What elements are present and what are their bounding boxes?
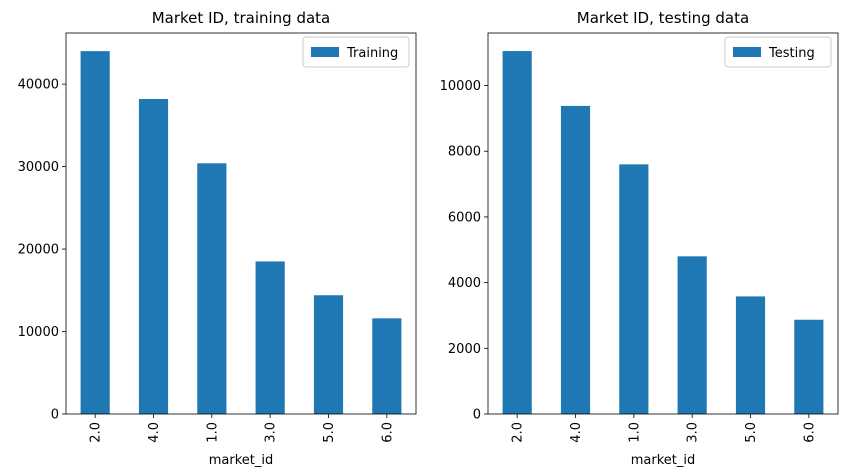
chart2-xtick-label-2: 1.0 xyxy=(627,422,642,443)
chart1-bar-3 xyxy=(255,261,285,414)
chart1-xtick-label-0: 2.0 xyxy=(89,422,104,443)
chart2-bar-3 xyxy=(677,256,707,414)
chart2-ytick-label-0: 0 xyxy=(473,408,481,423)
chart1-group: 0 10000 20000 30000 40000 2.0 4.0 1.0 3.0 5.0 6.0 M… xyxy=(18,9,417,468)
chart1-bar-0 xyxy=(80,51,110,415)
chart1-ytick-label-0: 0 xyxy=(51,408,59,423)
chart1-title: Market ID, training data xyxy=(152,9,331,27)
chart2-legend-label: Testing xyxy=(768,46,815,61)
chart2-bar-5 xyxy=(794,319,824,414)
chart1-legend-label: Training xyxy=(346,46,398,61)
chart2-ytick-label-2: 4000 xyxy=(448,276,481,291)
chart1-xtick-label-1: 4.0 xyxy=(147,422,162,443)
chart1-legend-box xyxy=(302,36,410,68)
chart1-xtick-label-4: 5.0 xyxy=(322,422,337,443)
chart1-legend-swatch xyxy=(311,47,339,57)
chart2-xtick-label-3: 3.0 xyxy=(686,422,701,443)
chart2-xtick-label-4: 5.0 xyxy=(744,422,759,443)
chart1-xlabel: market_id xyxy=(209,453,274,468)
chart2-frame xyxy=(487,32,839,415)
chart2-ytick-label-5: 10000 xyxy=(440,79,481,94)
chart2-legend-swatch xyxy=(733,47,761,57)
chart2-legend-box xyxy=(724,36,832,68)
chart2-bar-2 xyxy=(619,164,649,414)
chart1-ytick-label-2: 20000 xyxy=(18,243,59,258)
chart1-xtick-label-2: 1.0 xyxy=(205,422,220,443)
chart2-group: 0 2000 4000 6000 8000 10000 2.0 4.0 1.0 3.0 5.0 6.0… xyxy=(440,9,839,468)
chart1-bar-1 xyxy=(138,98,169,414)
chart1-bar-2 xyxy=(197,163,227,414)
chart1-ytick-label-4: 40000 xyxy=(18,78,59,93)
chart2-bar-1 xyxy=(560,105,591,414)
chart2-xtick-label-0: 2.0 xyxy=(511,422,526,443)
chart2-xtick-label-1: 4.0 xyxy=(569,422,584,443)
chart2-xlabel: market_id xyxy=(631,453,696,468)
chart2-xtick-label-5: 6.0 xyxy=(802,422,817,443)
chart1-bar-5 xyxy=(372,318,402,414)
chart2-ytick-label-3: 6000 xyxy=(448,210,481,225)
chart2-title: Market ID, testing data xyxy=(577,9,749,27)
chart2-ytick-label-4: 8000 xyxy=(448,145,481,160)
chart2-bar-4 xyxy=(735,296,766,414)
chart1-ytick-label-1: 10000 xyxy=(18,325,59,340)
chart1-frame xyxy=(65,32,417,415)
chart2-ytick-label-1: 2000 xyxy=(448,342,481,357)
chart2-bar-0 xyxy=(502,51,532,414)
chart1-xtick-label-5: 6.0 xyxy=(380,422,395,443)
chart1-bar-4 xyxy=(313,295,344,414)
chart1-xtick-label-3: 3.0 xyxy=(264,422,279,443)
chart1-ytick-label-3: 30000 xyxy=(18,160,59,175)
